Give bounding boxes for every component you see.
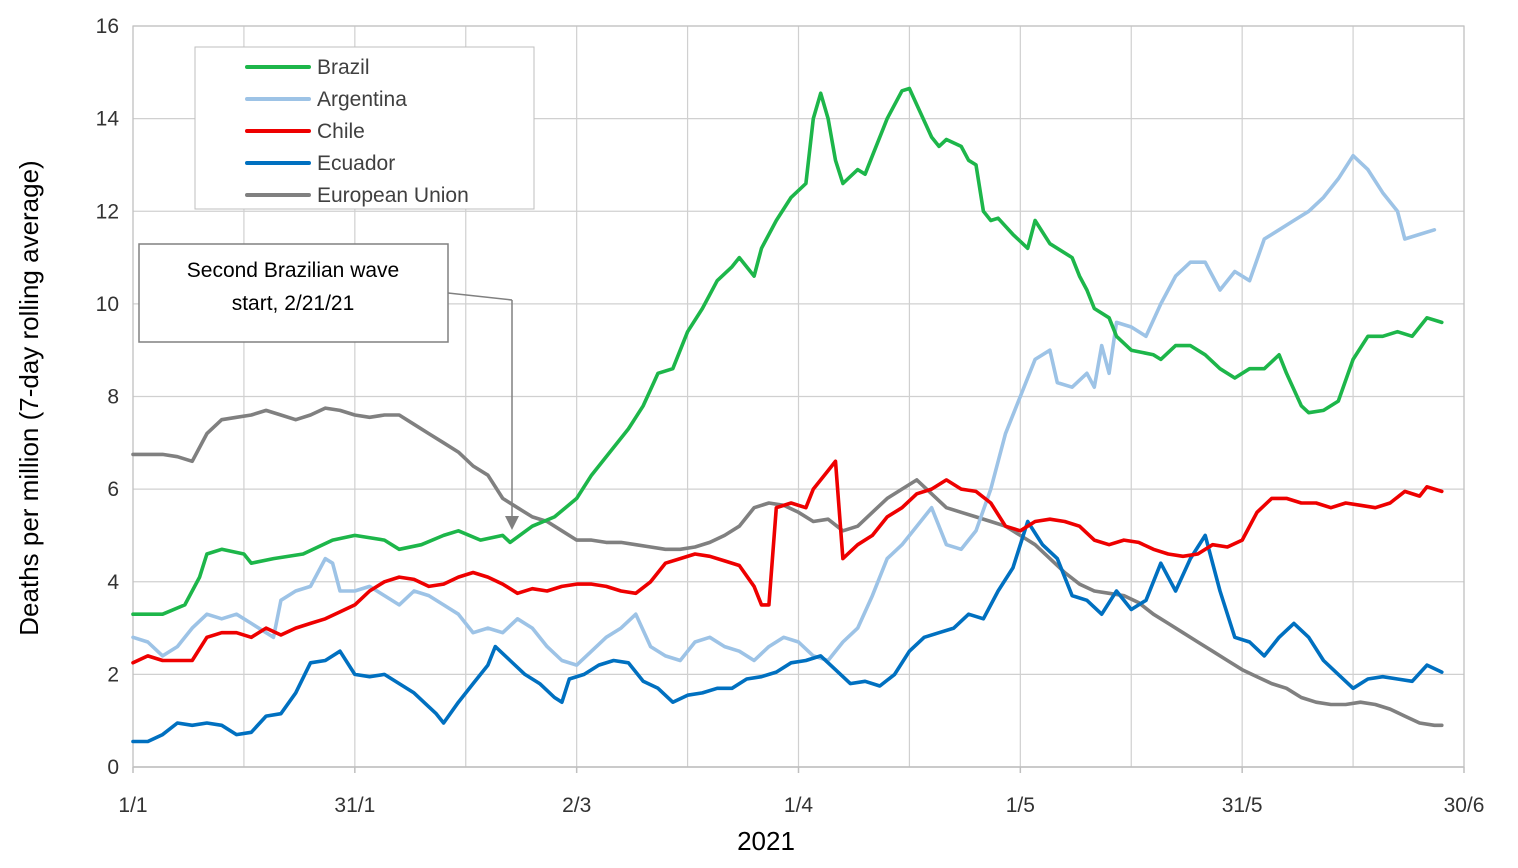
annotation-text-line-1: Second Brazilian wave xyxy=(187,259,399,282)
series-line-argentina xyxy=(131,153,1437,667)
y-tick-label: 6 xyxy=(107,478,119,501)
series-line-ecuador xyxy=(131,519,1444,744)
y-axis-title: Deaths per million (7-day rolling averag… xyxy=(14,160,44,635)
annotation-text-line-2: start, 2/21/21 xyxy=(232,292,355,315)
annotation: Second Brazilian wave start, 2/21/21 xyxy=(138,243,519,530)
x-axis-title: 2021 xyxy=(737,826,795,856)
x-tick-label: 1/5 xyxy=(1006,794,1035,817)
y-tick-label: 0 xyxy=(107,756,119,779)
series-lines xyxy=(131,86,1444,744)
series-line-chile xyxy=(131,459,1444,665)
y-tick-label: 16 xyxy=(96,15,119,38)
x-tick-label: 30/6 xyxy=(1444,794,1485,817)
annotation-box xyxy=(138,243,449,343)
legend-label-brazil: Brazil xyxy=(317,56,370,79)
y-tick-label: 8 xyxy=(107,386,119,409)
legend-label-european-union: European Union xyxy=(317,184,469,207)
legend-label-chile: Chile xyxy=(317,120,365,143)
annotation-leader-horizontal xyxy=(447,292,513,301)
x-axis-ticks: 1/1 31/1 2/3 1/4 1/5 31/5 30/6 xyxy=(118,767,1484,817)
x-tick-label: 31/1 xyxy=(334,794,375,817)
legend-label-ecuador: Ecuador xyxy=(317,152,395,175)
y-tick-label: 10 xyxy=(96,293,119,316)
series-line-european-union xyxy=(131,406,1444,728)
legend: Brazil Argentina Chile Ecuador European Unio… xyxy=(194,46,535,210)
y-tick-label: 4 xyxy=(107,571,119,594)
x-tick-label: 1/1 xyxy=(118,794,147,817)
y-tick-label: 14 xyxy=(96,108,120,131)
series-line-brazil xyxy=(131,86,1444,616)
y-tick-label: 2 xyxy=(107,663,119,686)
x-tick-label: 31/5 xyxy=(1222,794,1263,817)
y-tick-label: 12 xyxy=(96,200,119,223)
x-tick-label: 1/4 xyxy=(784,794,814,817)
legend-box xyxy=(194,46,535,210)
y-axis-ticks: 0 2 4 6 8 10 12 14 16 xyxy=(96,15,120,779)
x-tick-label: 2/3 xyxy=(562,794,591,817)
legend-label-argentina: Argentina xyxy=(317,88,407,111)
annotation-arrowhead xyxy=(505,516,519,530)
